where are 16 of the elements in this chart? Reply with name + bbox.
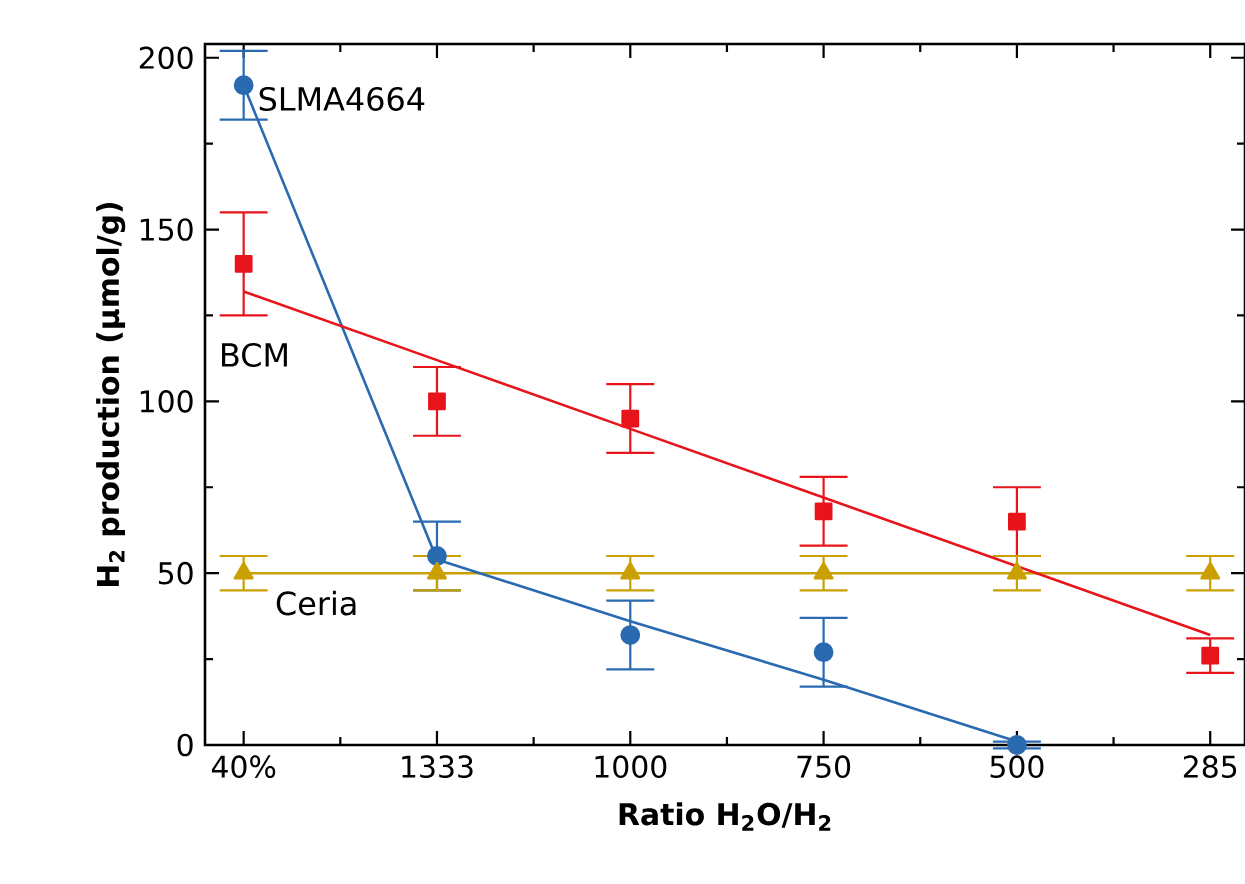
y-tick-label: 0 — [177, 733, 193, 757]
x-axis-title: Ratio H$_{2}$O/H$_{2}$ — [619, 802, 831, 831]
series-label: SLMA4664 — [259, 86, 425, 112]
y-axis-title: H$_{2}$ production (µmol/g) — [96, 202, 126, 586]
x-tick-label: 750 — [797, 755, 851, 778]
text: BCM — [222, 342, 287, 368]
x-tick-label: 500 — [990, 755, 1044, 778]
y-tick-label: 200 — [139, 46, 193, 70]
y-tick-label: 100 — [140, 390, 193, 413]
x-tick-label: 40% — [211, 755, 276, 778]
x-tick-label: 1333 — [402, 755, 473, 778]
x-tick-label: 1000 — [595, 755, 667, 778]
y-tick-label: 150 — [140, 218, 193, 241]
y-tick-label: 50 — [158, 561, 193, 585]
series-label: Ceria — [276, 590, 356, 616]
x-tick-label: 285 — [1183, 755, 1237, 778]
